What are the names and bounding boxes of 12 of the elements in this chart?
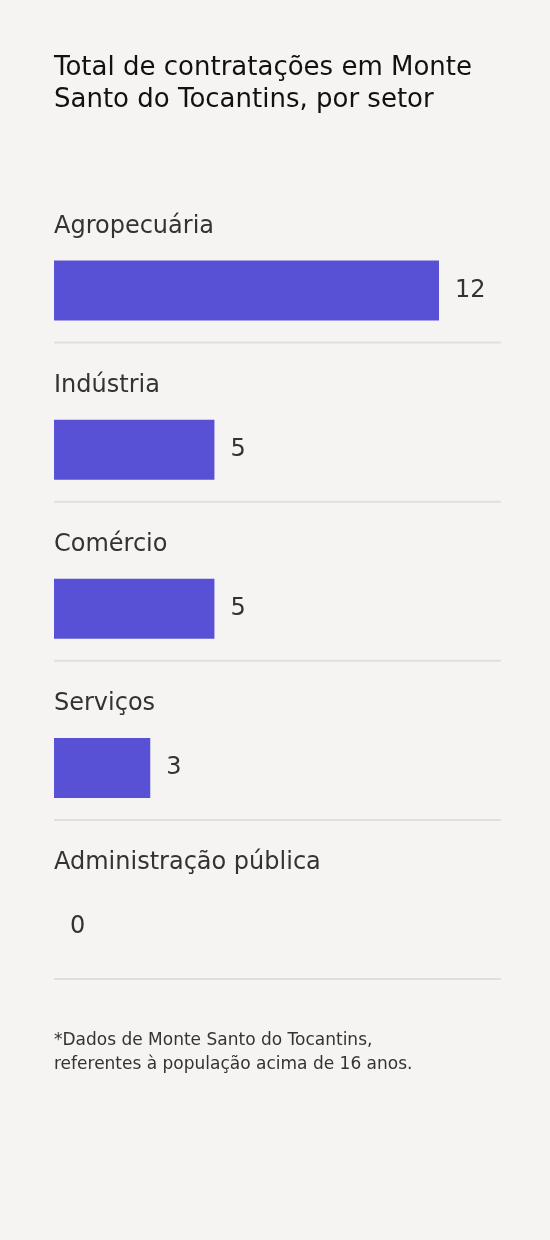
- y-tick-label: Indústria: [54, 369, 160, 398]
- data-label: 3: [166, 752, 182, 781]
- data-label: 5: [230, 593, 246, 622]
- y-tick-label: Agropecuária: [54, 210, 215, 239]
- data-label: 12: [455, 274, 486, 303]
- y-tick-label: Comércio: [54, 529, 168, 558]
- chart-title: Total de contratações em Monte Santo do Tocantins, por setor: [54, 50, 473, 114]
- y-tick-label: Administração pública: [54, 847, 321, 876]
- data-label: 0: [70, 911, 86, 940]
- data-label: 5: [230, 433, 246, 462]
- y-tick-label: Serviços: [54, 688, 156, 717]
- text: *Dados de Monte Santo do Tocantins, referentes à população acima de 16 anos.: [54, 1028, 414, 1075]
